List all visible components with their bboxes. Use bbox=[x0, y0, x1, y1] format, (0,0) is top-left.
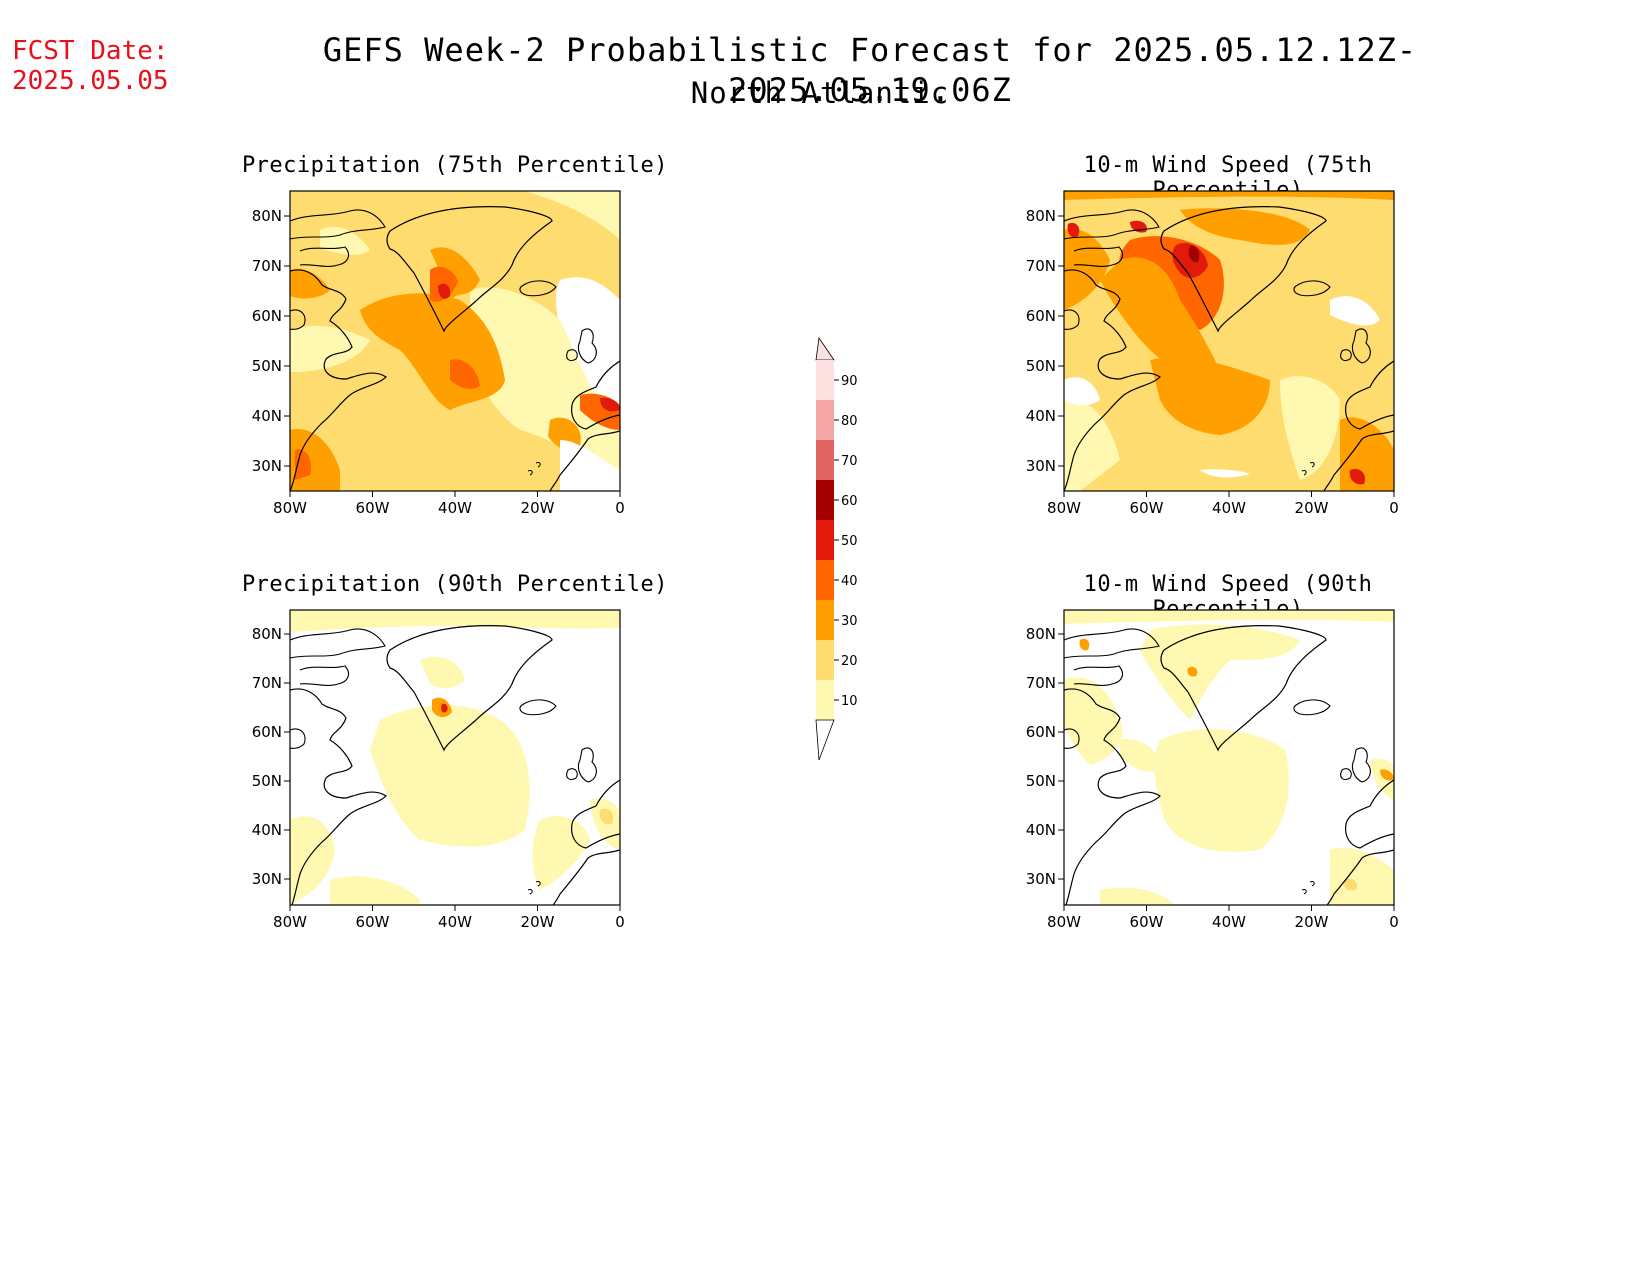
lat-tick-label: 70N bbox=[252, 257, 282, 275]
fcst-date-caption: FCST Date: bbox=[12, 36, 169, 66]
colorbar-level-label: 70 bbox=[841, 454, 858, 469]
panel-title-precip-90: Precipitation (90th Percentile) bbox=[241, 572, 669, 597]
lon-tick-label: 80W bbox=[273, 913, 307, 931]
colorbar-level-label: 30 bbox=[841, 614, 858, 629]
lon-tick-label: 0 bbox=[615, 913, 625, 931]
lat-tick-label: 50N bbox=[1026, 772, 1056, 790]
colorbar-swatch bbox=[816, 640, 834, 680]
lon-tick-label: 0 bbox=[1389, 499, 1399, 517]
lat-tick-label: 30N bbox=[1026, 457, 1056, 475]
lon-tick-label: 20W bbox=[521, 913, 555, 931]
page-subtitle: North Atlantic bbox=[690, 76, 950, 110]
lat-tick-label: 60N bbox=[252, 307, 282, 325]
colorbar-swatch bbox=[816, 360, 834, 400]
lat-tick-label: 40N bbox=[252, 407, 282, 425]
colorbar-swatch bbox=[816, 440, 834, 480]
lat-tick-label: 70N bbox=[1026, 257, 1056, 275]
lat-tick-label: 80N bbox=[252, 625, 282, 643]
lat-tick-label: 30N bbox=[252, 870, 282, 888]
forecast-date-label: FCST Date: 2025.05.05 bbox=[12, 36, 169, 96]
map-panel-wind-75 bbox=[1063, 190, 1395, 492]
map-axes: 80W 60W 40W 20W 0 80N 70N 60N 50N 40N 30N 80W 60W 40W… bbox=[252, 207, 1399, 931]
colorbar-bottom-cap bbox=[815, 719, 835, 761]
colorbar-swatch bbox=[816, 560, 834, 600]
lon-tick-label: 60W bbox=[1130, 913, 1164, 931]
colorbar-level-label: 20 bbox=[841, 654, 858, 669]
lon-tick-label: 40W bbox=[438, 913, 472, 931]
lat-tick-label: 50N bbox=[1026, 357, 1056, 375]
colorbar-swatch bbox=[816, 600, 834, 640]
colorbar-level-label: 50 bbox=[841, 534, 858, 549]
lon-tick-label: 80W bbox=[1047, 499, 1081, 517]
lon-tick-label: 40W bbox=[1212, 499, 1246, 517]
colorbar-top-cap bbox=[815, 336, 835, 361]
lon-tick-label: 40W bbox=[1212, 913, 1246, 931]
lon-tick-label: 60W bbox=[356, 913, 390, 931]
lat-tick-label: 60N bbox=[252, 723, 282, 741]
lon-tick-label: 0 bbox=[615, 499, 625, 517]
lon-tick-label: 20W bbox=[521, 499, 555, 517]
map-panel-precip-90 bbox=[289, 609, 621, 906]
lat-tick-label: 40N bbox=[252, 821, 282, 839]
colorbar-level-label: 40 bbox=[841, 574, 858, 589]
lon-tick-label: 80W bbox=[1047, 913, 1081, 931]
lon-tick-label: 80W bbox=[273, 499, 307, 517]
colorbar: 90 80 70 60 50 40 30 20 10 bbox=[815, 336, 858, 761]
lon-tick-label: 20W bbox=[1295, 499, 1329, 517]
map-panel-wind-90 bbox=[1063, 609, 1395, 906]
colorbar-swatch bbox=[816, 480, 834, 520]
lat-tick-label: 70N bbox=[1026, 674, 1056, 692]
fcst-date-value: 2025.05.05 bbox=[12, 66, 169, 96]
colorbar-swatch bbox=[816, 400, 834, 440]
colorbar-level-label: 90 bbox=[841, 374, 858, 389]
lon-tick-label: 40W bbox=[438, 499, 472, 517]
lat-tick-label: 70N bbox=[252, 674, 282, 692]
lat-tick-label: 30N bbox=[252, 457, 282, 475]
lat-tick-label: 40N bbox=[1026, 821, 1056, 839]
lat-tick-label: 80N bbox=[1026, 625, 1056, 643]
colorbar-level-label: 80 bbox=[841, 414, 858, 429]
lon-tick-label: 0 bbox=[1389, 913, 1399, 931]
colorbar-swatch bbox=[816, 680, 834, 720]
lat-tick-label: 40N bbox=[1026, 407, 1056, 425]
lat-tick-label: 50N bbox=[252, 357, 282, 375]
panel-title-precip-75: Precipitation (75th Percentile) bbox=[241, 153, 669, 178]
lat-tick-label: 60N bbox=[1026, 307, 1056, 325]
lat-tick-label: 50N bbox=[252, 772, 282, 790]
page-title: GEFS Week-2 Probabilistic Forecast for 2… bbox=[322, 31, 1418, 109]
lon-tick-label: 60W bbox=[356, 499, 390, 517]
lat-tick-label: 60N bbox=[1026, 723, 1056, 741]
colorbar-level-label: 10 bbox=[841, 694, 858, 709]
lon-tick-label: 20W bbox=[1295, 913, 1329, 931]
colorbar-level-label: 60 bbox=[841, 494, 858, 509]
lat-tick-label: 30N bbox=[1026, 870, 1056, 888]
lat-tick-label: 80N bbox=[252, 207, 282, 225]
map-panel-precip-75 bbox=[289, 190, 621, 492]
lon-tick-label: 60W bbox=[1130, 499, 1164, 517]
colorbar-swatch bbox=[816, 520, 834, 560]
lat-tick-label: 80N bbox=[1026, 207, 1056, 225]
